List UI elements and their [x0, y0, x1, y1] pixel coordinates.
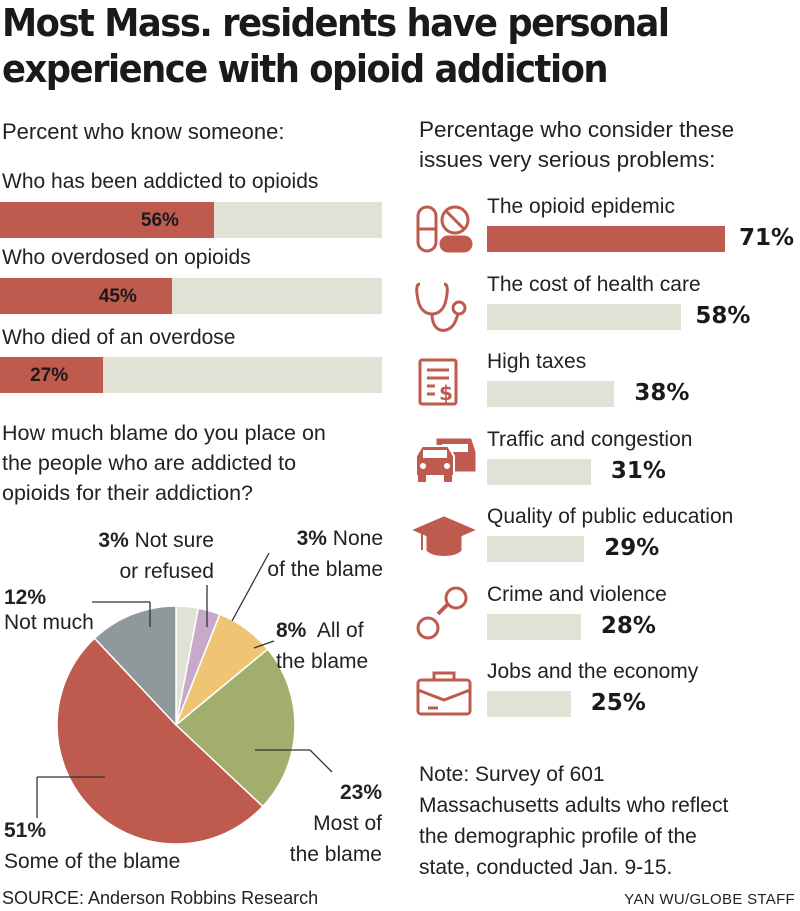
pie-slices [56, 605, 296, 845]
pie-slice-not-much [93, 605, 177, 727]
traffic-cars-icon [415, 438, 476, 482]
pie-text-not-sure-1: Not sure [134, 529, 214, 552]
survey-note: Note: Survey of 601 Massachusetts adults… [419, 759, 728, 883]
pie-slice-some [56, 637, 264, 845]
blame-question-line-3: opioids for their addiction? [2, 481, 253, 505]
pie-label-some: 51% Some of the blame [4, 815, 180, 877]
pie-text-not-sure-2: or refused [119, 560, 214, 583]
briefcase-icon [416, 671, 472, 716]
note-line-4: state, conducted Jan. 9-15. [419, 856, 673, 879]
tax-document-icon: $ [418, 358, 458, 406]
know-label-died: Who died of an overdose [2, 326, 236, 349]
handcuffs-icon [416, 586, 468, 640]
pie-pct-not-much: 12% [4, 586, 47, 609]
note-line-3: the demographic profile of the [419, 825, 697, 848]
issue-bar [487, 691, 571, 717]
pie-label-most: 23% Most of the blame [262, 777, 382, 870]
issue-value: 58% [695, 302, 751, 329]
title-line-1: Most Mass. residents have personal [2, 1, 670, 45]
title-line-2: experience with opioid addiction [2, 47, 609, 91]
note-line-2: Massachusetts adults who reflect [419, 794, 729, 817]
pie-text-most-1: Most of [313, 812, 382, 835]
pie-label-none: 3% None of the blame [246, 523, 383, 585]
pie-text-all-1: All of [316, 619, 364, 642]
issues-heading-line-2: issues very serious problems: [419, 147, 716, 172]
issue-label: Jobs and the economy [487, 660, 699, 683]
issue-value: 31% [610, 457, 666, 484]
issue-bar [487, 458, 591, 485]
issues-heading: Percentage who consider these issues ver… [419, 115, 734, 175]
leader-none [231, 552, 270, 622]
know-track-addicted: 56% [0, 202, 382, 238]
know-label-addicted: Who has been addicted to opioids [2, 170, 319, 193]
issue-bar [487, 536, 585, 562]
pie-pct-all: 8% [276, 619, 307, 642]
issue-value: 29% [604, 535, 660, 561]
issue-label: Traffic and congestion [487, 427, 693, 451]
know-value-overdosed: 45% [98, 286, 137, 307]
pie-pct-not-sure: 3% [98, 529, 129, 552]
pie-label-not-sure: 3% Not sure or refused [82, 525, 214, 587]
issue-label: Quality of public education [487, 505, 734, 528]
know-track-died: 27% [0, 357, 382, 393]
know-bar-died [0, 357, 104, 393]
issue-label: The cost of health care [487, 272, 701, 296]
issue-value: 25% [590, 690, 646, 716]
know-heading: Percent who know someone: [2, 119, 285, 144]
blame-question: How much blame do you place on the peopl… [2, 418, 326, 508]
pie-text-none-1: None [332, 527, 383, 550]
issue-bar [487, 226, 725, 252]
pie-pct-none: 3% [296, 527, 327, 550]
know-value-died: 27% [30, 365, 69, 386]
leader-most-diag [309, 749, 333, 773]
issue-value: 71% [739, 225, 795, 251]
svg-text:$: $ [439, 381, 453, 405]
issues-heading-line-1: Percentage who consider these [419, 117, 735, 142]
pie-slice-most [174, 648, 296, 808]
pie-pct-some: 51% [4, 819, 47, 842]
leader-all [253, 640, 275, 649]
issue-label: Crime and violence [487, 582, 667, 606]
issue-label: The opioid epidemic [487, 195, 675, 218]
pie-leader-lines [36, 552, 333, 818]
source-note: SOURCE: Anderson Robbins Research [2, 888, 319, 908]
issue-bar [487, 303, 682, 330]
pie-label-not-much: 12% Not much [4, 585, 94, 635]
issue-bar [487, 381, 615, 407]
pie-text-all-2: the blame [276, 650, 369, 673]
pie-text-some-1: Some of the blame [4, 850, 181, 873]
know-track-overdosed: 45% [0, 278, 382, 314]
issue-value: 38% [634, 380, 690, 406]
blame-question-line-2: the people who are addicted to [2, 451, 297, 475]
pie-text-none-2: of the blame [267, 558, 383, 581]
pie-text-most-2: the blame [289, 843, 382, 866]
know-bar-overdosed [0, 278, 172, 314]
note-line-1: Note: Survey of 601 [419, 763, 605, 786]
pie-text-not-much-1: Not much [4, 611, 94, 634]
pie-pct-most: 23% [339, 781, 382, 804]
pie-label-all: 8% All of the blame [276, 615, 396, 677]
know-value-addicted: 56% [140, 210, 179, 231]
issue-bar [487, 613, 581, 640]
blame-question-line-1: How much blame do you place on [2, 421, 326, 445]
graduation-cap-icon [412, 516, 476, 556]
chart-title: Most Mass. residents have personal exper… [2, 0, 742, 92]
know-bar-addicted [0, 202, 214, 238]
credit: YAN WU/GLOBE STAFF [624, 891, 795, 908]
issue-value: 28% [600, 612, 656, 639]
stethoscope-icon [415, 282, 467, 332]
know-label-overdosed: Who overdosed on opioids [2, 246, 251, 269]
pills-icon [416, 205, 473, 253]
issue-label: High taxes [487, 350, 587, 373]
